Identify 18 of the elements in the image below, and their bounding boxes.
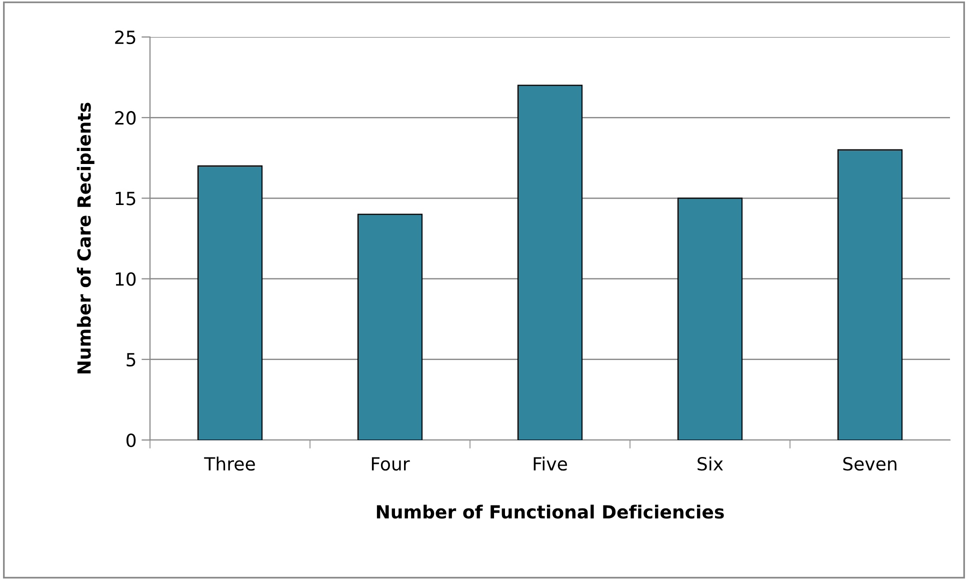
x-tick-label: Five [534, 456, 567, 471]
y-tick-label: 10 [116, 272, 136, 286]
y-tick-label: 20 [115, 111, 136, 125]
bar [837, 149, 903, 440]
y-tick-label: 0 [126, 433, 136, 448]
x-tick-label: Seven [843, 456, 896, 471]
y-axis-title: Number of Care Recipients [76, 102, 94, 374]
bar [197, 165, 263, 440]
bar [517, 84, 583, 440]
bar [357, 214, 423, 440]
y-tick-label: 25 [115, 30, 136, 44]
y-tick-label: 5 [126, 353, 136, 367]
x-axis-title: Number of Functional Deficiencies [376, 504, 724, 519]
x-tick-label: Three [204, 456, 255, 471]
x-tick-label: Six [698, 456, 723, 471]
bar [677, 198, 743, 440]
y-tick-label: 15 [116, 192, 136, 206]
x-tick-label: Four [372, 457, 410, 471]
